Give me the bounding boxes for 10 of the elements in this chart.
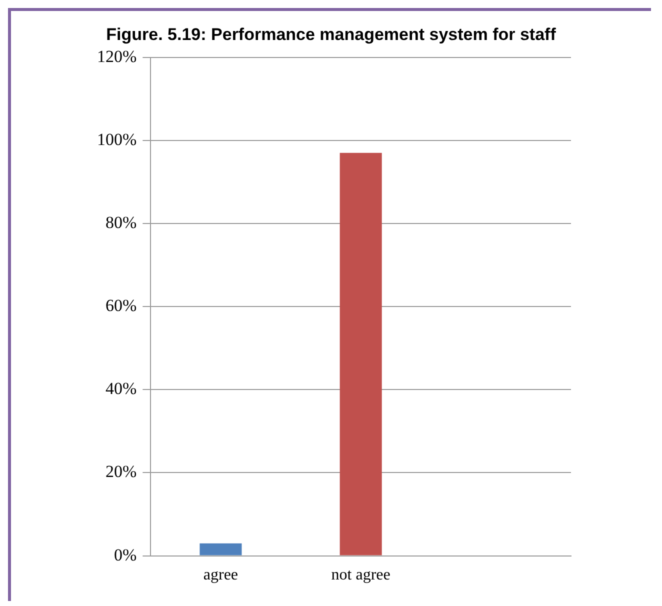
- y-tick-label: 60%: [105, 296, 137, 316]
- y-tick-label: 120%: [96, 46, 137, 66]
- chart-title: Figure. 5.19: Performance management system for staff: [106, 24, 556, 44]
- y-tick-label: 20%: [105, 462, 137, 482]
- x-tick-label: agree: [203, 566, 238, 584]
- y-tick-label: 100%: [96, 130, 137, 149]
- y-tick-label: 40%: [105, 379, 137, 398]
- x-tick-label: not agree: [331, 566, 390, 584]
- y-tick-label: 80%: [105, 213, 137, 232]
- y-tick-label: 0%: [114, 545, 137, 564]
